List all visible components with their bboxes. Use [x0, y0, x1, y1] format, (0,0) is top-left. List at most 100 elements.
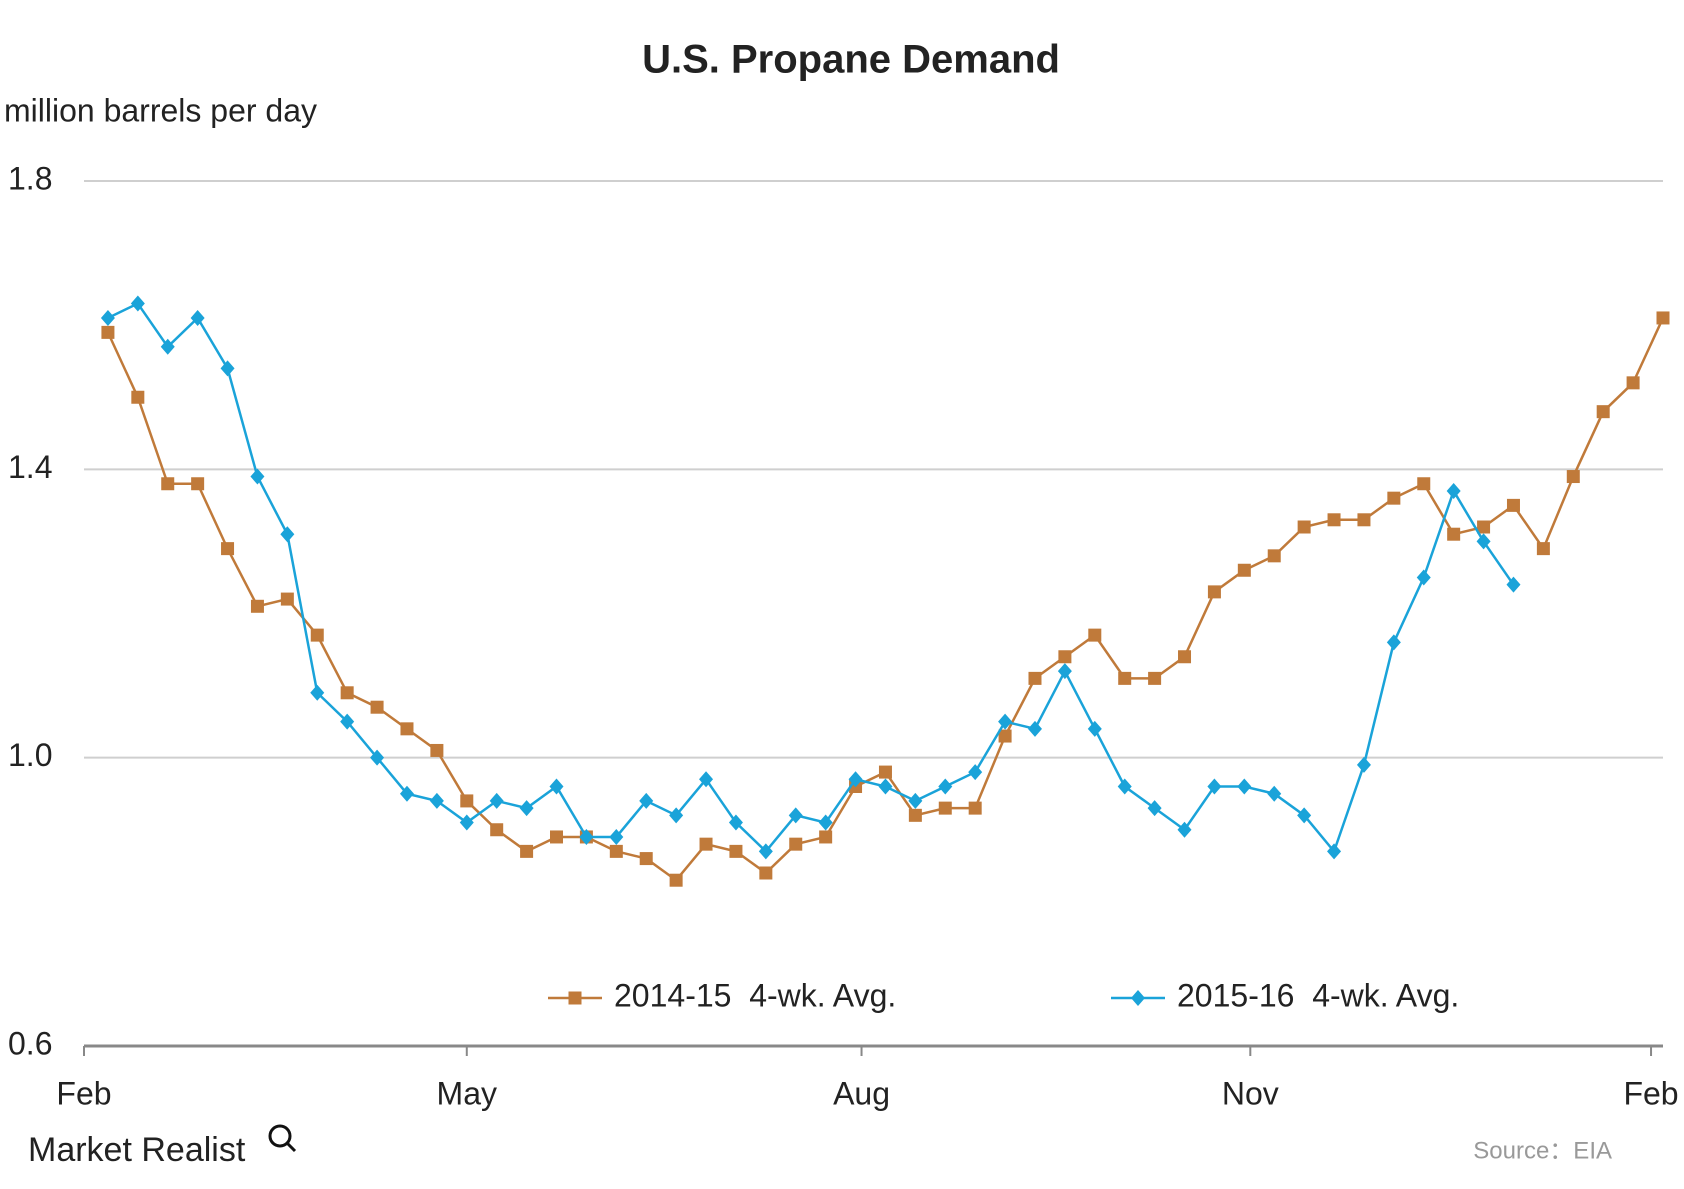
data-point — [1416, 569, 1431, 586]
data-point — [370, 700, 384, 714]
data-point — [1088, 628, 1102, 642]
data-point — [1327, 513, 1341, 527]
y-tick-label: 1.8 — [8, 160, 52, 196]
data-point — [221, 542, 235, 556]
data-point — [489, 792, 504, 809]
data-point — [1147, 800, 1162, 817]
data-point — [968, 764, 983, 781]
data-point — [1327, 843, 1342, 860]
data-point — [310, 628, 324, 642]
data-point — [1237, 563, 1251, 577]
data-point — [728, 814, 743, 831]
data-point — [609, 828, 624, 845]
data-point — [699, 837, 713, 851]
x-tick-label: May — [437, 1075, 497, 1111]
data-point — [1267, 549, 1281, 563]
brand-icon — [268, 1124, 297, 1153]
data-point — [1237, 778, 1252, 795]
data-point — [1386, 634, 1401, 651]
data-point — [908, 792, 923, 809]
source: Source：EIA — [1473, 1137, 1612, 1164]
data-point — [1626, 376, 1640, 390]
data-point — [579, 828, 594, 845]
data-point — [1566, 470, 1580, 484]
data-point — [1476, 533, 1491, 550]
data-point — [1297, 807, 1312, 824]
data-point — [1207, 585, 1221, 599]
data-point — [878, 765, 892, 779]
data-point — [1028, 671, 1042, 685]
legend-label: 2014-15 4-wk. Avg. — [614, 977, 896, 1013]
data-point — [1536, 542, 1550, 556]
data-point — [100, 309, 115, 326]
data-point — [280, 526, 295, 543]
legend-item: 2014-15 4-wk. Avg. — [548, 977, 896, 1013]
data-point — [549, 778, 564, 795]
data-point — [669, 873, 683, 887]
data-point — [550, 830, 564, 844]
data-point — [1477, 520, 1491, 534]
data-point — [639, 852, 653, 866]
data-point — [699, 771, 714, 788]
x-tick-label: Feb — [56, 1075, 111, 1111]
data-point — [191, 477, 205, 491]
data-point — [1118, 671, 1132, 685]
data-point — [430, 743, 444, 757]
legend-item: 2015-16 4-wk. Avg. — [1111, 977, 1459, 1013]
data-point — [399, 785, 414, 802]
data-point — [190, 309, 205, 326]
data-point — [998, 729, 1012, 743]
data-point — [1656, 311, 1670, 325]
y-tick-label: 0.6 — [8, 1025, 52, 1061]
data-point — [968, 801, 982, 815]
data-point — [1387, 491, 1401, 505]
data-point — [340, 713, 355, 730]
data-point — [490, 823, 504, 837]
data-point — [310, 684, 325, 701]
legend-label: 2015-16 4-wk. Avg. — [1177, 977, 1459, 1013]
data-point — [609, 844, 623, 858]
data-point — [848, 771, 863, 788]
data-point — [878, 778, 893, 795]
data-point — [130, 295, 145, 312]
data-point — [1177, 821, 1192, 838]
data-point — [1357, 513, 1371, 527]
data-point — [1297, 520, 1311, 534]
data-point — [160, 338, 175, 355]
data-point — [669, 807, 684, 824]
brand: Market Realist — [28, 1131, 246, 1169]
data-point — [819, 830, 833, 844]
data-point — [1506, 576, 1521, 593]
data-point — [938, 801, 952, 815]
data-point — [938, 778, 953, 795]
data-point — [1356, 756, 1371, 773]
data-point — [1446, 482, 1461, 499]
legend-marker — [568, 991, 582, 1005]
series-line — [106, 317, 1665, 882]
data-point — [280, 592, 294, 606]
y-tick-label: 1.0 — [8, 737, 52, 773]
data-point — [400, 722, 414, 736]
data-point — [460, 794, 474, 808]
data-point — [758, 843, 773, 860]
data-point — [759, 866, 773, 880]
data-point — [101, 325, 115, 339]
y-tick-label: 1.4 — [8, 449, 52, 485]
data-point — [1506, 498, 1520, 512]
data-point — [1148, 671, 1162, 685]
data-point — [220, 360, 235, 377]
data-point — [639, 792, 654, 809]
data-point — [788, 807, 803, 824]
data-point — [1207, 778, 1222, 795]
data-point — [1596, 405, 1610, 419]
series-line — [107, 301, 1515, 854]
data-point — [519, 800, 534, 817]
data-point — [370, 749, 385, 766]
data-point — [131, 390, 145, 404]
data-point — [250, 599, 264, 613]
data-point — [161, 477, 175, 491]
data-point — [1027, 720, 1042, 737]
data-point — [1417, 477, 1431, 491]
data-point — [818, 814, 833, 831]
